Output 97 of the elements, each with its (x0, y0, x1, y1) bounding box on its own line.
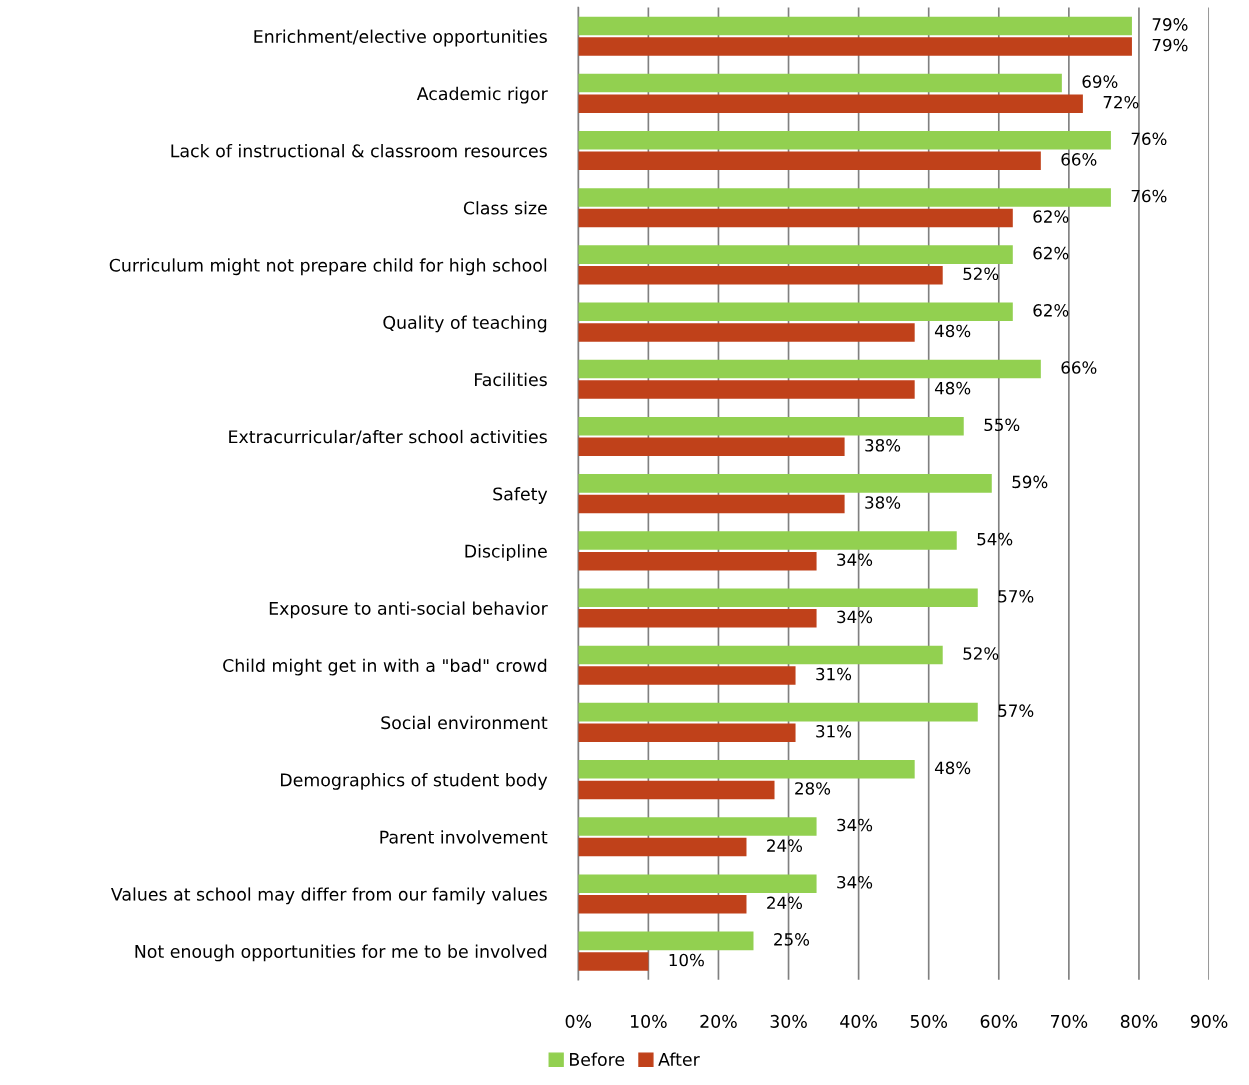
x-tick-label: 10% (630, 1014, 667, 1028)
bar (578, 837, 747, 857)
data-label: 59% (1012, 475, 1048, 489)
data-label: 48% (934, 324, 971, 338)
data-label: 38% (865, 496, 901, 509)
data-label: 79% (1152, 18, 1188, 31)
bar (578, 702, 978, 722)
data-label: 57% (998, 589, 1034, 603)
x-tick-label: 0% (565, 1014, 592, 1028)
data-label: 34% (837, 610, 873, 624)
y-tick-label: Class size (463, 201, 547, 215)
y-tick-label: Facilities (475, 372, 547, 387)
y-tick-label: Values at school may differ from our family values (110, 887, 547, 905)
bar (578, 952, 649, 971)
y-tick-label: Social environment (381, 715, 548, 730)
data-label: 76% (1131, 189, 1167, 203)
bar (578, 416, 964, 436)
y-tick-label: Lack of instructional & classroom resources (171, 143, 547, 158)
y-tick-label: Curriculum might not prepare child for high school (109, 258, 547, 276)
bar (578, 666, 796, 685)
bar (578, 780, 775, 800)
bar (578, 208, 1013, 228)
data-label: 24% (767, 839, 803, 852)
y-tick-label: Enrichment/elective opportunities (254, 29, 547, 47)
data-label: 31% (816, 724, 852, 738)
data-label: 52% (963, 267, 999, 281)
y-tick-label: Safety (493, 487, 548, 504)
bar (578, 37, 1132, 56)
y-tick-label: Not enough opportunities for me to be involved (135, 944, 547, 962)
y-tick-label: Child might get in with a "bad" crowd (223, 658, 547, 676)
legend-label: After (658, 1052, 700, 1067)
data-label: 55% (984, 418, 1020, 432)
bar (578, 94, 1083, 113)
bar (578, 931, 754, 951)
bar (578, 895, 747, 914)
bar (578, 874, 817, 893)
y-tick-label: Academic rigor (416, 86, 548, 104)
bar (578, 494, 845, 514)
data-label: 34% (837, 875, 873, 889)
bar (578, 131, 1111, 150)
data-label: 62% (1033, 210, 1069, 223)
bar (578, 723, 796, 742)
x-tick-label: 90% (1190, 1014, 1228, 1028)
data-label: 76% (1131, 132, 1167, 146)
data-label: 72% (1103, 95, 1139, 109)
data-label: 10% (669, 953, 704, 967)
y-tick-label: Extracurricular/after school activities (229, 429, 547, 445)
x-tick-label: 40% (840, 1014, 877, 1028)
bar (578, 245, 1013, 264)
bar (578, 817, 817, 836)
x-tick-label: 80% (1120, 1014, 1158, 1028)
bar (578, 188, 1111, 207)
bar (578, 16, 1132, 36)
legend-label: Before (570, 1052, 625, 1067)
bar (578, 609, 817, 628)
x-tick-label: 30% (770, 1014, 807, 1028)
bar (578, 359, 1041, 379)
data-label: 52% (963, 647, 999, 660)
y-tick-label: Demographics of student body (281, 773, 548, 790)
data-label: 34% (837, 818, 873, 832)
bar (578, 588, 978, 608)
data-label: 62% (1033, 304, 1069, 317)
bar (578, 380, 915, 399)
y-tick-label: Parent involvement (380, 830, 548, 844)
data-label: 79% (1152, 38, 1188, 52)
data-label: 48% (934, 381, 971, 395)
data-label: 25% (774, 933, 810, 946)
bar (578, 265, 943, 285)
data-label: 66% (1061, 153, 1097, 166)
bar (578, 551, 817, 571)
bar (578, 73, 1062, 93)
x-tick-label: 60% (980, 1014, 1018, 1028)
data-label: 69% (1082, 75, 1118, 88)
bar (578, 151, 1041, 171)
y-tick-label: Exposure to anti-social behavior (269, 601, 548, 619)
bar (578, 437, 845, 457)
y-tick-label: Discipline (465, 544, 547, 562)
data-label: 66% (1061, 361, 1097, 374)
x-tick-label: 50% (910, 1014, 948, 1028)
data-label: 28% (795, 782, 831, 795)
bar (578, 531, 957, 550)
data-label: 62% (1033, 246, 1069, 260)
bar (578, 474, 992, 493)
x-tick-label: 70% (1051, 1014, 1088, 1028)
data-label: 57% (998, 704, 1034, 717)
bar (578, 323, 915, 342)
bar (578, 302, 1013, 322)
bar (578, 760, 915, 779)
data-label: 48% (934, 761, 971, 775)
bar (578, 645, 943, 665)
data-label: 54% (977, 532, 1013, 546)
data-label: 38% (865, 439, 901, 452)
y-tick-label: Quality of teaching (383, 315, 547, 333)
data-label: 34% (837, 553, 873, 566)
data-label: 24% (767, 896, 803, 910)
data-label: 31% (816, 667, 852, 681)
x-tick-label: 20% (700, 1014, 737, 1028)
